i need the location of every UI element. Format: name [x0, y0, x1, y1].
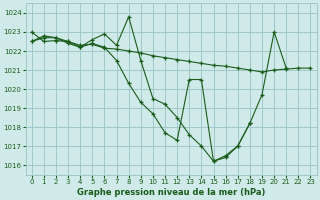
X-axis label: Graphe pression niveau de la mer (hPa): Graphe pression niveau de la mer (hPa) — [77, 188, 265, 197]
